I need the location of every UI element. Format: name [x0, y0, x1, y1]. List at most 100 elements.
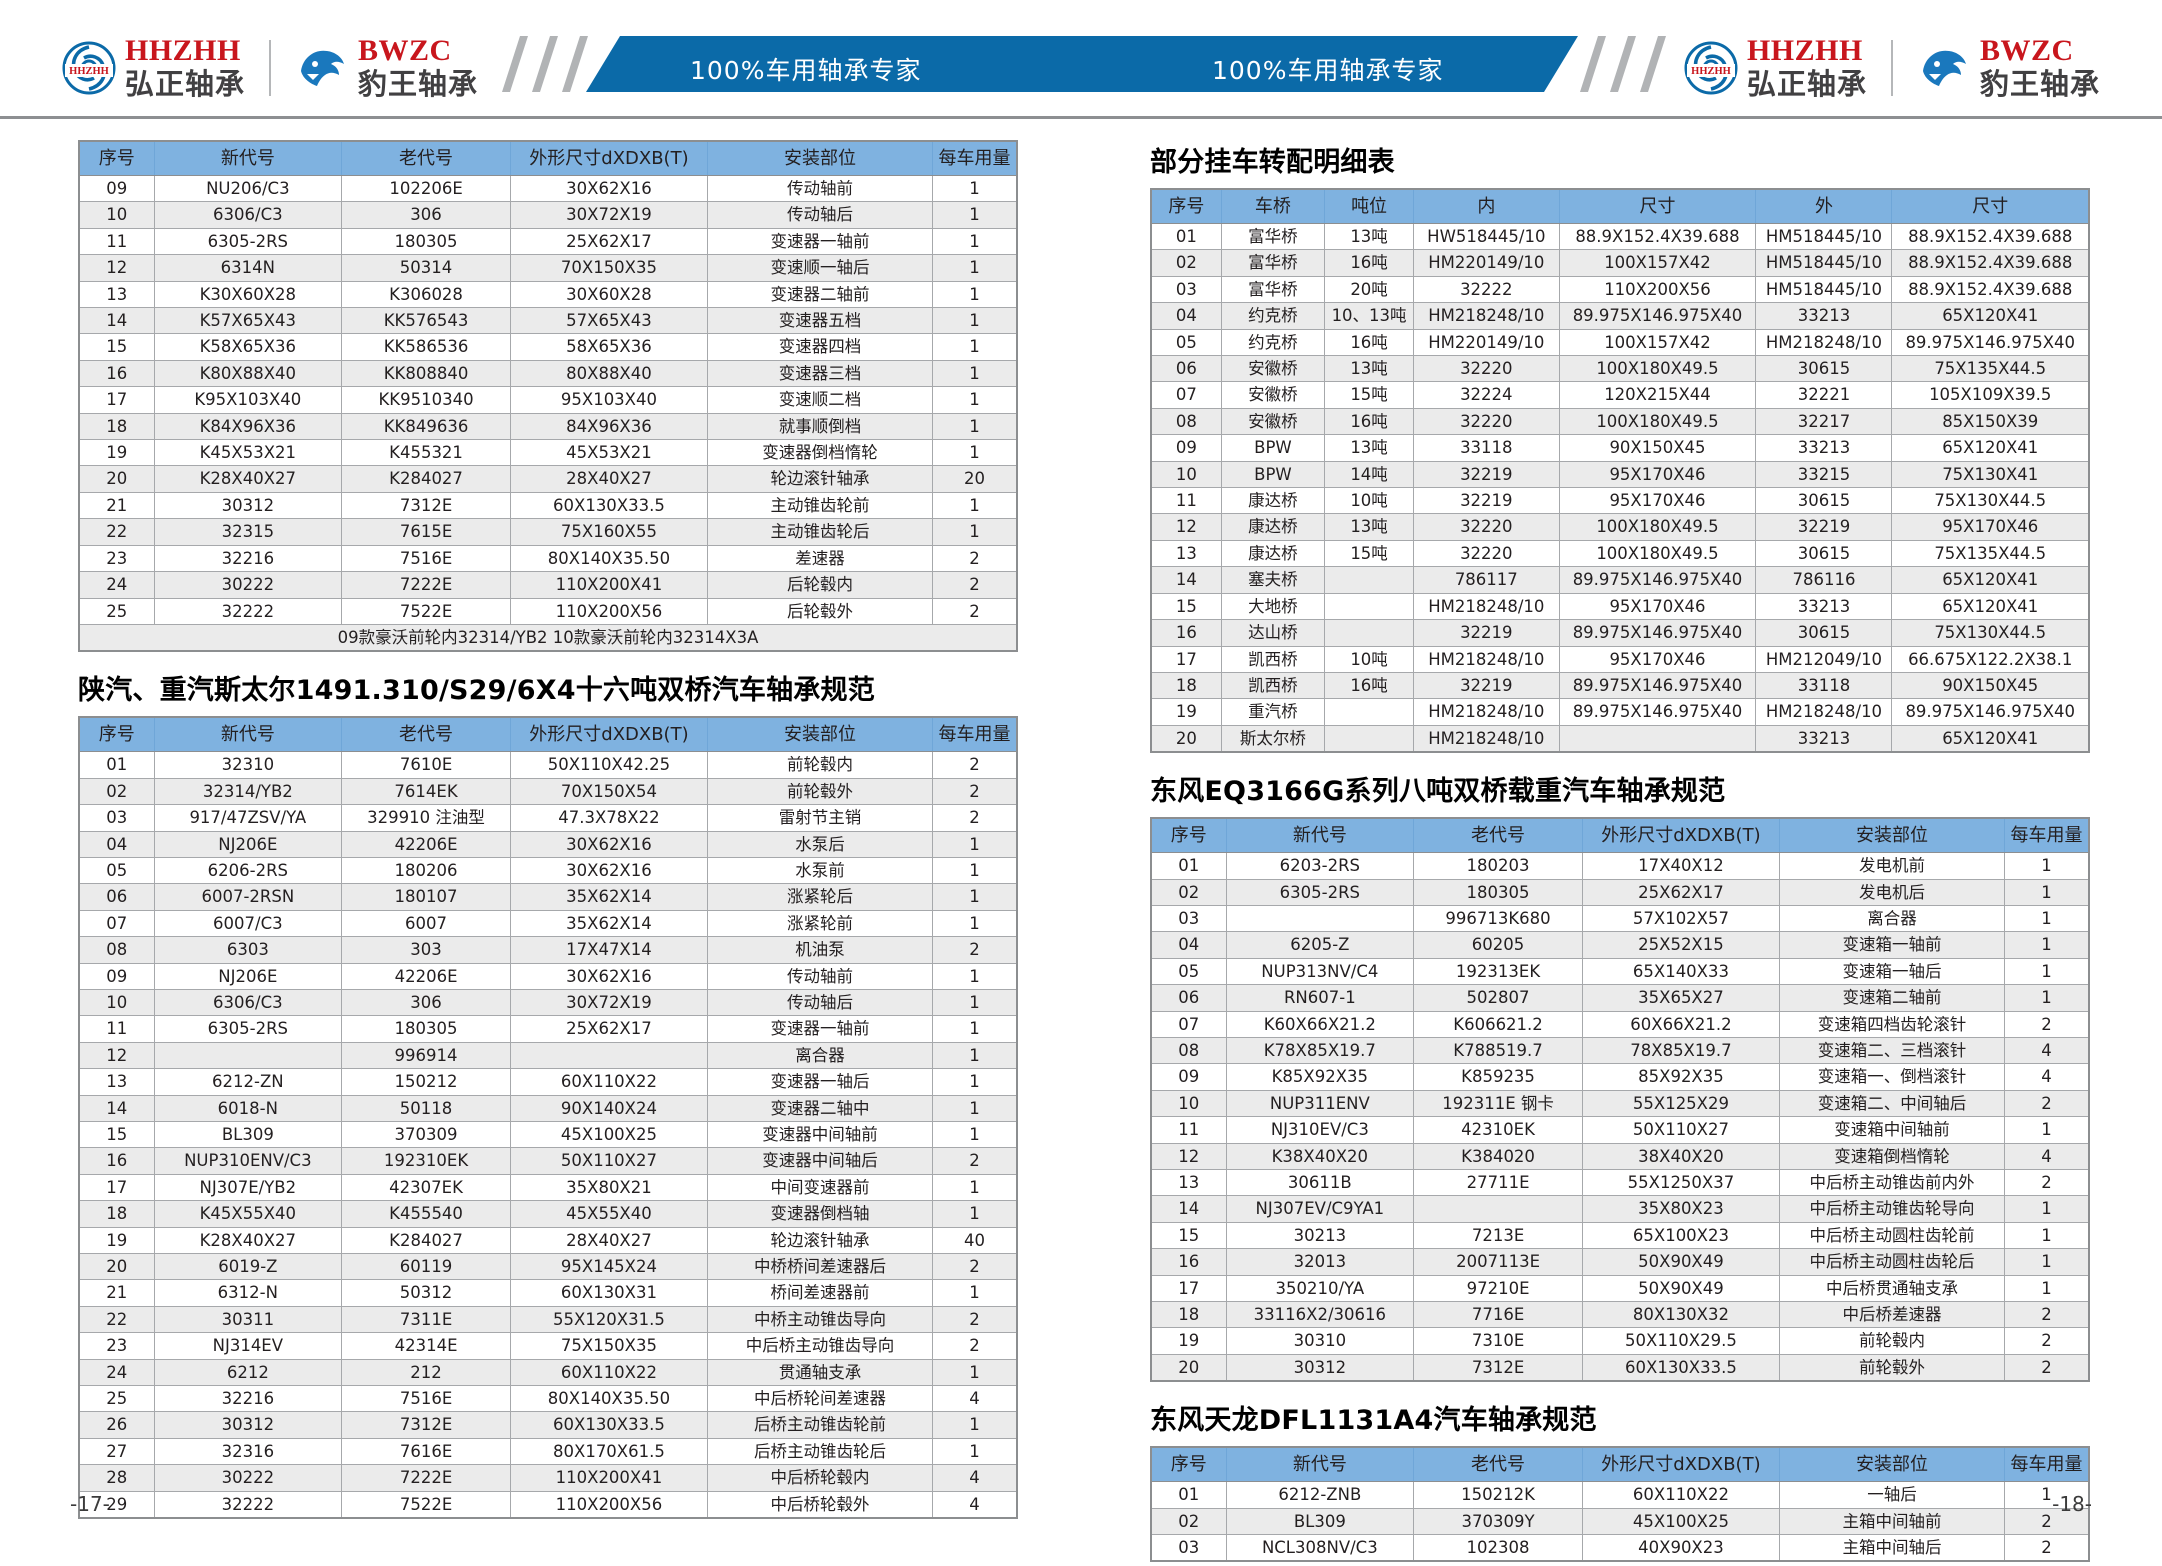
- table-cell: K384020: [1414, 1143, 1583, 1169]
- table-cell: 7610E: [342, 752, 511, 778]
- table-cell: 2007113E: [1414, 1249, 1583, 1275]
- table-cell: 凯西桥: [1221, 672, 1324, 698]
- table-cell: 75X135X44.5: [1892, 356, 2089, 382]
- table-cell: 1: [933, 1438, 1017, 1464]
- table-cell: 15: [79, 334, 154, 360]
- table-cell: 6312-N: [154, 1280, 342, 1306]
- table-cell: 10、13吨: [1325, 303, 1414, 329]
- table-cell: [1325, 567, 1414, 593]
- table-cell: HM218248/10: [1414, 593, 1559, 619]
- table-cell: 中后桥轮毂外: [707, 1491, 932, 1518]
- table-cell: 1: [933, 228, 1017, 254]
- table-cell: NUP310ENV/C3: [154, 1148, 342, 1174]
- table-cell: 22: [79, 519, 154, 545]
- table-cell: K28X40X27: [154, 466, 342, 492]
- table-cell: 03: [1151, 276, 1221, 302]
- table-cell: 13吨: [1325, 514, 1414, 540]
- table-cell: 就事顺倒档: [707, 413, 932, 439]
- table-cell: 12: [79, 255, 154, 281]
- table-cell: 35X65X27: [1582, 985, 1779, 1011]
- table-cell: 60X130X31: [510, 1280, 707, 1306]
- table-cell: 2: [2005, 1011, 2089, 1037]
- table-cell: 1: [2005, 985, 2089, 1011]
- table-cell: 27711E: [1414, 1170, 1583, 1196]
- table-cell: K859235: [1414, 1064, 1583, 1090]
- table-cell: 雷射节主销: [707, 805, 932, 831]
- table-cell: 20吨: [1325, 276, 1414, 302]
- table-cell: 1: [933, 963, 1017, 989]
- table-cell: 变速箱二轴前: [1779, 985, 2004, 1011]
- column-header: 新代号: [154, 141, 342, 176]
- table-cell: 1: [933, 857, 1017, 883]
- table-cell: NJ206E: [154, 963, 342, 989]
- table-cell: 55X1250X37: [1582, 1170, 1779, 1196]
- table-cell: 97210E: [1414, 1275, 1583, 1301]
- table-cell: 19: [1151, 699, 1221, 725]
- table-cell: 中后桥轮间差速器: [707, 1386, 932, 1412]
- table-cell: 6303: [154, 937, 342, 963]
- table-cell: 安徽桥: [1221, 382, 1324, 408]
- table-cell: 7310E: [1414, 1328, 1583, 1354]
- table-cell: 50X110X27: [1582, 1117, 1779, 1143]
- table-cell: 中后桥差速器: [1779, 1302, 2004, 1328]
- table-cell: 50312: [342, 1280, 511, 1306]
- table-cell: 03: [79, 805, 154, 831]
- logo-bwzc: BWZC 豹王轴承: [295, 36, 478, 99]
- table-cell: 80X170X61.5: [510, 1438, 707, 1464]
- table-cell: 18: [79, 1201, 154, 1227]
- table-cell: 08: [1151, 1037, 1226, 1063]
- table-cell: 中后桥主动圆柱齿轮前: [1779, 1222, 2004, 1248]
- table-cell: 18: [1151, 672, 1221, 698]
- table-cell: 33213: [1756, 435, 1892, 461]
- table-cell: 变速箱一、倒档滚针: [1779, 1064, 2004, 1090]
- table-cell: 02: [1151, 879, 1226, 905]
- page-number-left: -17-: [70, 1492, 110, 1516]
- column-header: 序号: [1151, 1447, 1226, 1482]
- table-cell: 60X110X22: [510, 1069, 707, 1095]
- column-header: 老代号: [342, 141, 511, 176]
- table-cell: 大地桥: [1221, 593, 1324, 619]
- column-header: 外形尺寸dXDXB(T): [1582, 1447, 1779, 1482]
- table-cell: 45X55X40: [510, 1201, 707, 1227]
- table-cell: [1325, 593, 1414, 619]
- table-cell: K95X103X40: [154, 387, 342, 413]
- table-cell: 7516E: [342, 1386, 511, 1412]
- table-cell: 88.9X152.4X39.688: [1559, 224, 1756, 250]
- svg-text:HHZHH: HHZHH: [69, 66, 109, 77]
- table-cell: 42206E: [342, 963, 511, 989]
- table-cell: 1: [2005, 932, 2089, 958]
- table-cell: 80X140X35.50: [510, 1386, 707, 1412]
- table-cell: 60X66X21.2: [1582, 1011, 1779, 1037]
- table-cell: 16: [1151, 620, 1221, 646]
- table-cell: 192311E 钢卡: [1414, 1090, 1583, 1116]
- table-cell: 变速顺一轴后: [707, 255, 932, 281]
- column-header: 每车用量: [2005, 818, 2089, 853]
- table-cell: 1: [933, 492, 1017, 518]
- table-cell: 95X170X46: [1559, 646, 1756, 672]
- table-cell: 33118: [1414, 435, 1559, 461]
- table-cell: 2: [2005, 1090, 2089, 1116]
- table-cell: 6305-2RS: [1226, 879, 1414, 905]
- column-header: 安装部位: [1779, 818, 2004, 853]
- column-header: 序号: [1151, 818, 1226, 853]
- table-cell: 30312: [154, 492, 342, 518]
- table-cell: 55X120X31.5: [510, 1306, 707, 1332]
- column-header: 新代号: [1226, 818, 1414, 853]
- table-cell: HM212049/10: [1756, 646, 1892, 672]
- table-cell: 13吨: [1325, 356, 1414, 382]
- table-cell: 6212-ZN: [154, 1069, 342, 1095]
- table-cell: 110X200X56: [1559, 276, 1756, 302]
- table-cell: 变速器五档: [707, 308, 932, 334]
- table-cell: 20: [1151, 725, 1221, 752]
- table-cell: 60205: [1414, 932, 1583, 958]
- table-cell: 85X92X35: [1582, 1064, 1779, 1090]
- table-cell: 20: [933, 466, 1017, 492]
